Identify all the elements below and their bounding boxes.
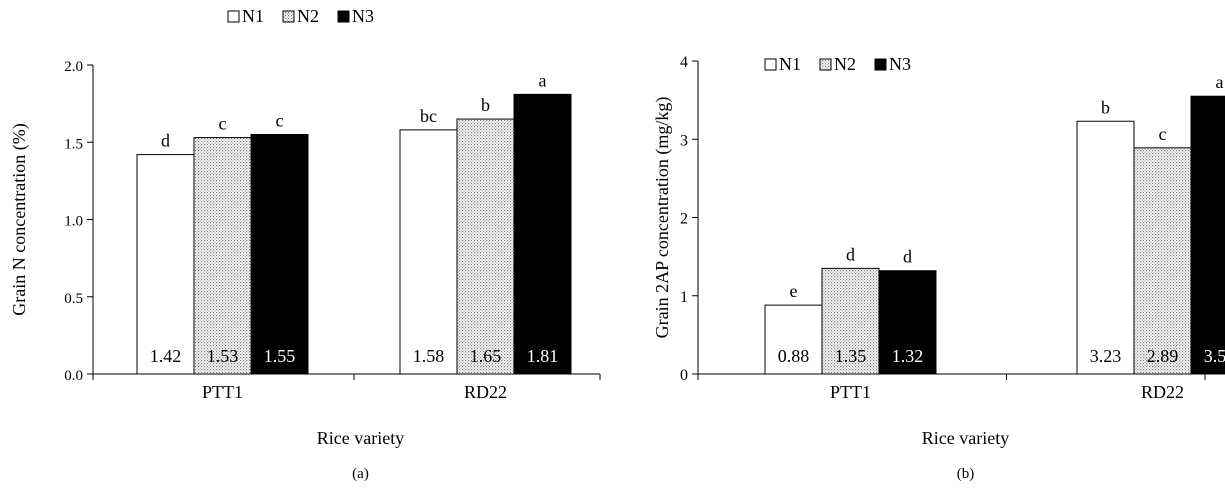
significance-letter: d xyxy=(161,131,170,151)
significance-letter: c xyxy=(1159,124,1167,144)
panel-label: (a) xyxy=(352,466,369,482)
y-tick-label: 0.0 xyxy=(64,368,83,384)
significance-letter: b xyxy=(1101,97,1110,117)
y-tick-label: 1.0 xyxy=(64,214,83,230)
bar xyxy=(764,304,823,375)
bar-value-label: 1.65 xyxy=(470,346,502,366)
bar xyxy=(878,270,937,375)
significance-letter: bc xyxy=(420,106,437,126)
significance-letter: a xyxy=(539,70,547,90)
legend-swatch xyxy=(227,10,240,23)
bar xyxy=(399,129,458,375)
y-tick-label: 4 xyxy=(680,54,688,71)
x-axis-title: Rice variety xyxy=(317,428,404,448)
bar-value-label: 1.55 xyxy=(264,346,296,366)
bar-value-label: 1.53 xyxy=(207,346,239,366)
x-tick-label: PTT1 xyxy=(202,382,243,402)
y-tick-label: 1 xyxy=(680,289,688,306)
bar xyxy=(193,137,252,375)
legend-label: N2 xyxy=(834,54,856,74)
bar-value-label: 1.32 xyxy=(892,346,924,366)
legend-label: N3 xyxy=(889,54,911,74)
bar xyxy=(136,154,195,375)
significance-letter: a xyxy=(1216,72,1224,92)
chart-panel-b: 0 1 2 3 4 PTT1 RD22 e 0.88 b 3.23 d 1.35 c 2.89 d 1.32 a 3… xyxy=(652,54,1225,482)
y-tick-label: 0.5 xyxy=(64,291,83,307)
legend-swatch xyxy=(874,58,887,71)
bar xyxy=(1076,120,1135,375)
bar-value-label: 2.89 xyxy=(1147,346,1179,366)
panel-label: (b) xyxy=(957,466,975,482)
bar-value-label: 3.55 xyxy=(1204,346,1225,366)
significance-letter: b xyxy=(481,95,490,115)
legend-swatch xyxy=(282,10,295,23)
bar xyxy=(1133,147,1192,375)
legend-swatch xyxy=(819,58,832,71)
legend-label: N1 xyxy=(779,54,801,74)
bar xyxy=(1190,95,1225,375)
bar-value-label: 1.35 xyxy=(835,346,867,366)
bar xyxy=(250,134,309,375)
legend-label: N1 xyxy=(242,6,264,26)
bar xyxy=(456,118,515,375)
bar-value-label: 3.23 xyxy=(1090,346,1122,366)
y-tick-label: 2 xyxy=(680,211,688,228)
significance-letter: d xyxy=(903,247,912,267)
significance-letter: d xyxy=(846,244,855,264)
y-tick-label: 3 xyxy=(680,132,688,149)
legend-swatch xyxy=(764,58,777,71)
bar-value-label: 0.88 xyxy=(778,346,810,366)
y-tick-label: 0 xyxy=(680,367,688,384)
legend-swatch xyxy=(337,10,350,23)
bar-value-label: 1.58 xyxy=(413,346,445,366)
significance-letter: e xyxy=(790,281,798,301)
x-tick-label: PTT1 xyxy=(830,382,871,402)
y-axis-title: Grain N concentration (%) xyxy=(9,123,30,315)
y-axis-title: Grain 2AP concentration (mg/kg) xyxy=(652,97,673,339)
y-tick-label: 1.5 xyxy=(64,136,83,152)
bar-value-label: 1.81 xyxy=(527,346,559,366)
x-tick-label: RD22 xyxy=(464,382,507,402)
significance-letter: c xyxy=(219,114,227,134)
bar xyxy=(821,267,880,375)
x-axis-title: Rice variety xyxy=(922,428,1009,448)
legend-label: N3 xyxy=(352,6,374,26)
x-tick-label: RD22 xyxy=(1141,382,1184,402)
significance-letter: c xyxy=(276,111,284,131)
bar-value-label: 1.42 xyxy=(150,346,182,366)
legend: N1 N2 N3 xyxy=(227,6,374,26)
legend: N1 N2 N3 xyxy=(764,54,911,74)
legend-label: N2 xyxy=(297,6,319,26)
y-tick-label: 2.0 xyxy=(64,59,83,75)
bar xyxy=(513,93,572,375)
